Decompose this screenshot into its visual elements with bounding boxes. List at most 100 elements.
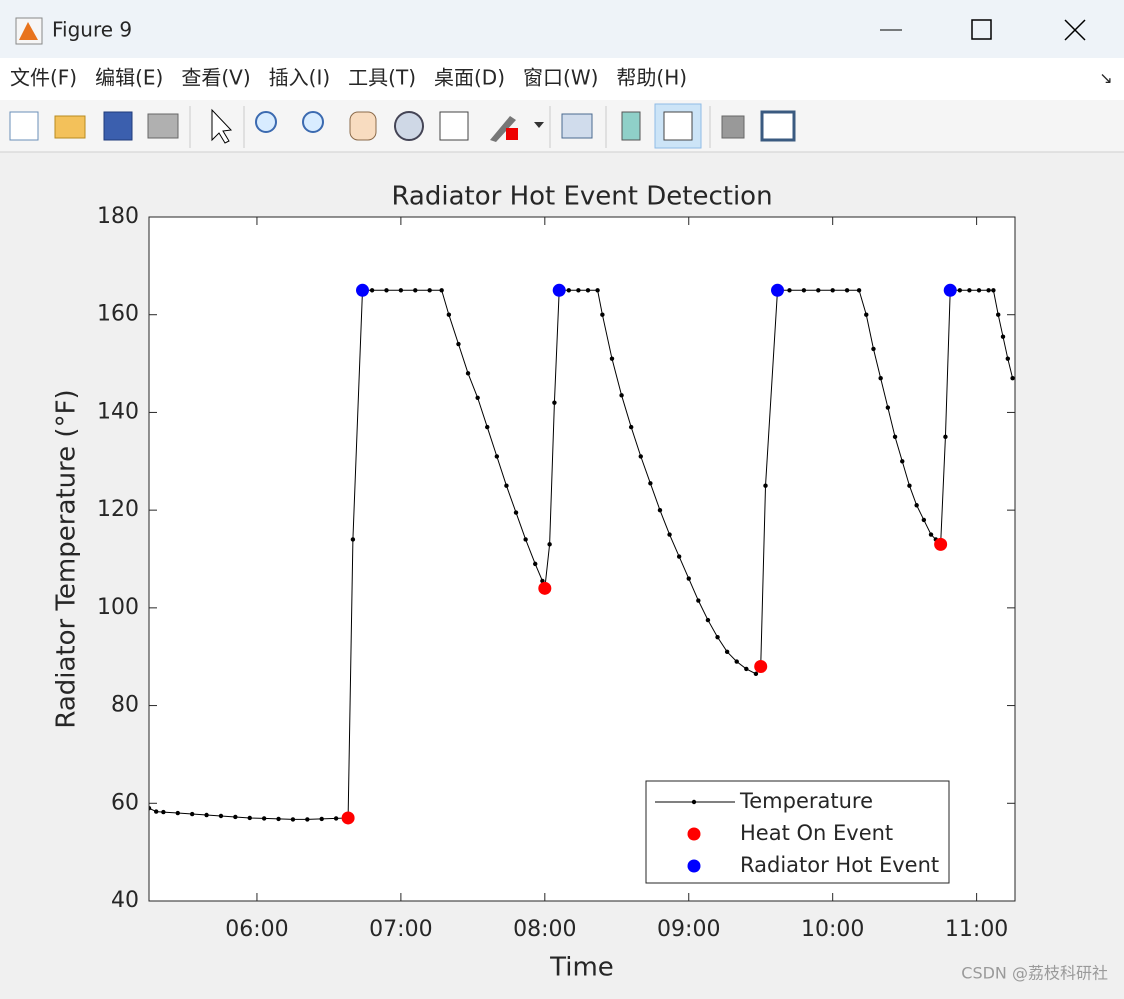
- close-button[interactable]: [1064, 19, 1086, 41]
- tool-pan[interactable]: [349, 111, 377, 141]
- menu-item[interactable]: 编辑(E): [95, 66, 163, 90]
- tool-brush[interactable]: [490, 116, 516, 142]
- point: [628, 424, 634, 430]
- point: [734, 659, 739, 664]
- menu-item[interactable]: 窗口(W): [523, 66, 598, 90]
- tool-hide[interactable]: [721, 115, 745, 139]
- point: [676, 554, 682, 559]
- point: [996, 312, 1001, 317]
- point: [943, 434, 948, 440]
- tool-rotate[interactable]: [394, 111, 424, 141]
- tool-show[interactable]: [760, 110, 796, 142]
- point: [485, 424, 490, 430]
- point: [427, 288, 432, 293]
- point: [667, 532, 672, 537]
- tool-legend[interactable]: [663, 111, 693, 141]
- menu: 文件(F) 编辑(E) 查看(V) 插入(I) 工具(T) 桌面(D) 窗口(W) 帮助(H): [10, 66, 687, 90]
- menu-item[interactable]: 查看(V): [181, 66, 250, 90]
- menu-item[interactable]: 工具(T): [348, 66, 416, 90]
- y-tick-label: 180: [97, 204, 139, 229]
- x-tick-label: 10:00: [801, 917, 864, 942]
- point: [1005, 356, 1011, 361]
- tool-brush-menu[interactable]: [534, 122, 544, 128]
- tool-new[interactable]: [9, 111, 39, 141]
- point: [175, 810, 180, 816]
- point: [547, 542, 552, 547]
- tool-save[interactable]: [103, 111, 133, 141]
- point: [864, 312, 869, 317]
- toolbar-icons: [9, 103, 796, 149]
- point: [715, 634, 720, 640]
- tool-colorbar[interactable]: [621, 111, 641, 141]
- tool-zoom-in[interactable]: [255, 111, 277, 133]
- y-tick-label: 160: [97, 302, 139, 327]
- plot: 40 60 80 100 120 140 160 180 06:00 07:00 08:00 09:0…: [97, 204, 1016, 942]
- x-tick-label: 09:00: [657, 917, 720, 942]
- point: [465, 371, 471, 376]
- y-axis-label: Radiator Temperature (°F): [52, 389, 82, 728]
- point: [319, 816, 324, 822]
- point: [878, 376, 883, 381]
- legend-label: Heat On Event: [740, 821, 893, 845]
- tool-zoom-out[interactable]: [302, 111, 324, 133]
- legend-label: Temperature: [739, 789, 873, 813]
- y-tick-label: 80: [111, 693, 139, 718]
- point: [638, 454, 643, 459]
- tool-pointer[interactable]: [211, 108, 233, 144]
- point: [276, 816, 281, 822]
- point: [595, 288, 600, 293]
- point: [609, 356, 615, 361]
- point: [787, 288, 792, 293]
- y-tick-label: 140: [97, 399, 139, 424]
- point: [261, 816, 267, 821]
- y-tick-label: 40: [111, 888, 139, 913]
- point: [333, 816, 339, 821]
- menu-item[interactable]: 帮助(H): [616, 66, 687, 90]
- point: [513, 510, 519, 515]
- event-marker: [356, 283, 370, 297]
- point: [844, 288, 850, 293]
- point: [657, 507, 663, 513]
- y-tick-label: 60: [111, 790, 139, 815]
- tool-datatip[interactable]: [439, 111, 469, 141]
- point: [439, 288, 444, 293]
- point: [900, 459, 905, 464]
- point: [290, 817, 296, 822]
- point: [413, 288, 418, 293]
- point: [149, 805, 152, 811]
- point: [600, 312, 605, 317]
- x-axis-label: Time: [549, 953, 614, 983]
- point: [1010, 376, 1015, 381]
- point: [494, 454, 500, 459]
- point: [816, 288, 821, 293]
- menu-item[interactable]: 桌面(D): [434, 66, 505, 90]
- point: [967, 288, 972, 293]
- title-bar: [0, 0, 1124, 58]
- maximize-button[interactable]: [971, 19, 992, 40]
- menu-item[interactable]: 文件(F): [10, 66, 77, 90]
- point: [957, 288, 963, 293]
- tool-print[interactable]: [147, 113, 179, 139]
- tool-open[interactable]: [54, 115, 86, 139]
- menu-arrow[interactable]: ↘: [1099, 69, 1112, 88]
- point: [724, 649, 730, 655]
- x-tick-label: 07:00: [369, 917, 432, 942]
- point: [871, 346, 876, 352]
- point: [856, 288, 862, 293]
- point: [475, 395, 480, 400]
- event-marker: [934, 537, 948, 551]
- point: [976, 288, 982, 293]
- point: [233, 814, 238, 820]
- event-marker: [538, 581, 552, 595]
- point: [907, 483, 912, 488]
- point: [456, 341, 461, 347]
- point: [914, 503, 919, 508]
- point: [189, 811, 195, 817]
- menu-bar: [0, 58, 1124, 100]
- tool-link[interactable]: [561, 113, 593, 139]
- menu-item[interactable]: 插入(I): [269, 66, 331, 90]
- axes-box: [148, 216, 1016, 902]
- point: [753, 671, 759, 677]
- point: [696, 598, 701, 603]
